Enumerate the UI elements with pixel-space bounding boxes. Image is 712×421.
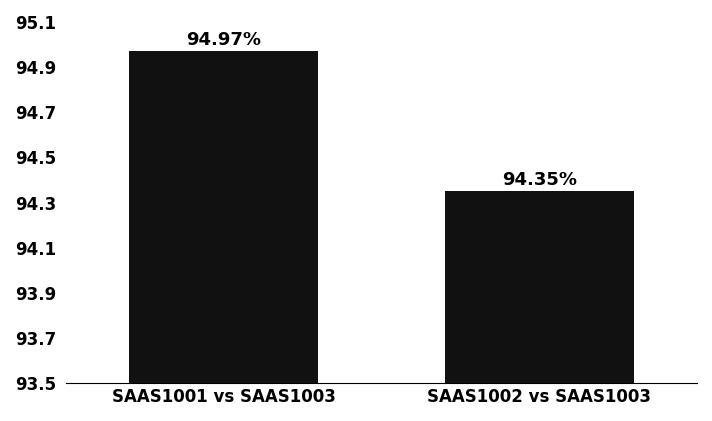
Text: 94.97%: 94.97% (187, 31, 261, 49)
Bar (129, 51, 318, 383)
Text: 94.35%: 94.35% (502, 171, 577, 189)
Bar (444, 191, 634, 383)
